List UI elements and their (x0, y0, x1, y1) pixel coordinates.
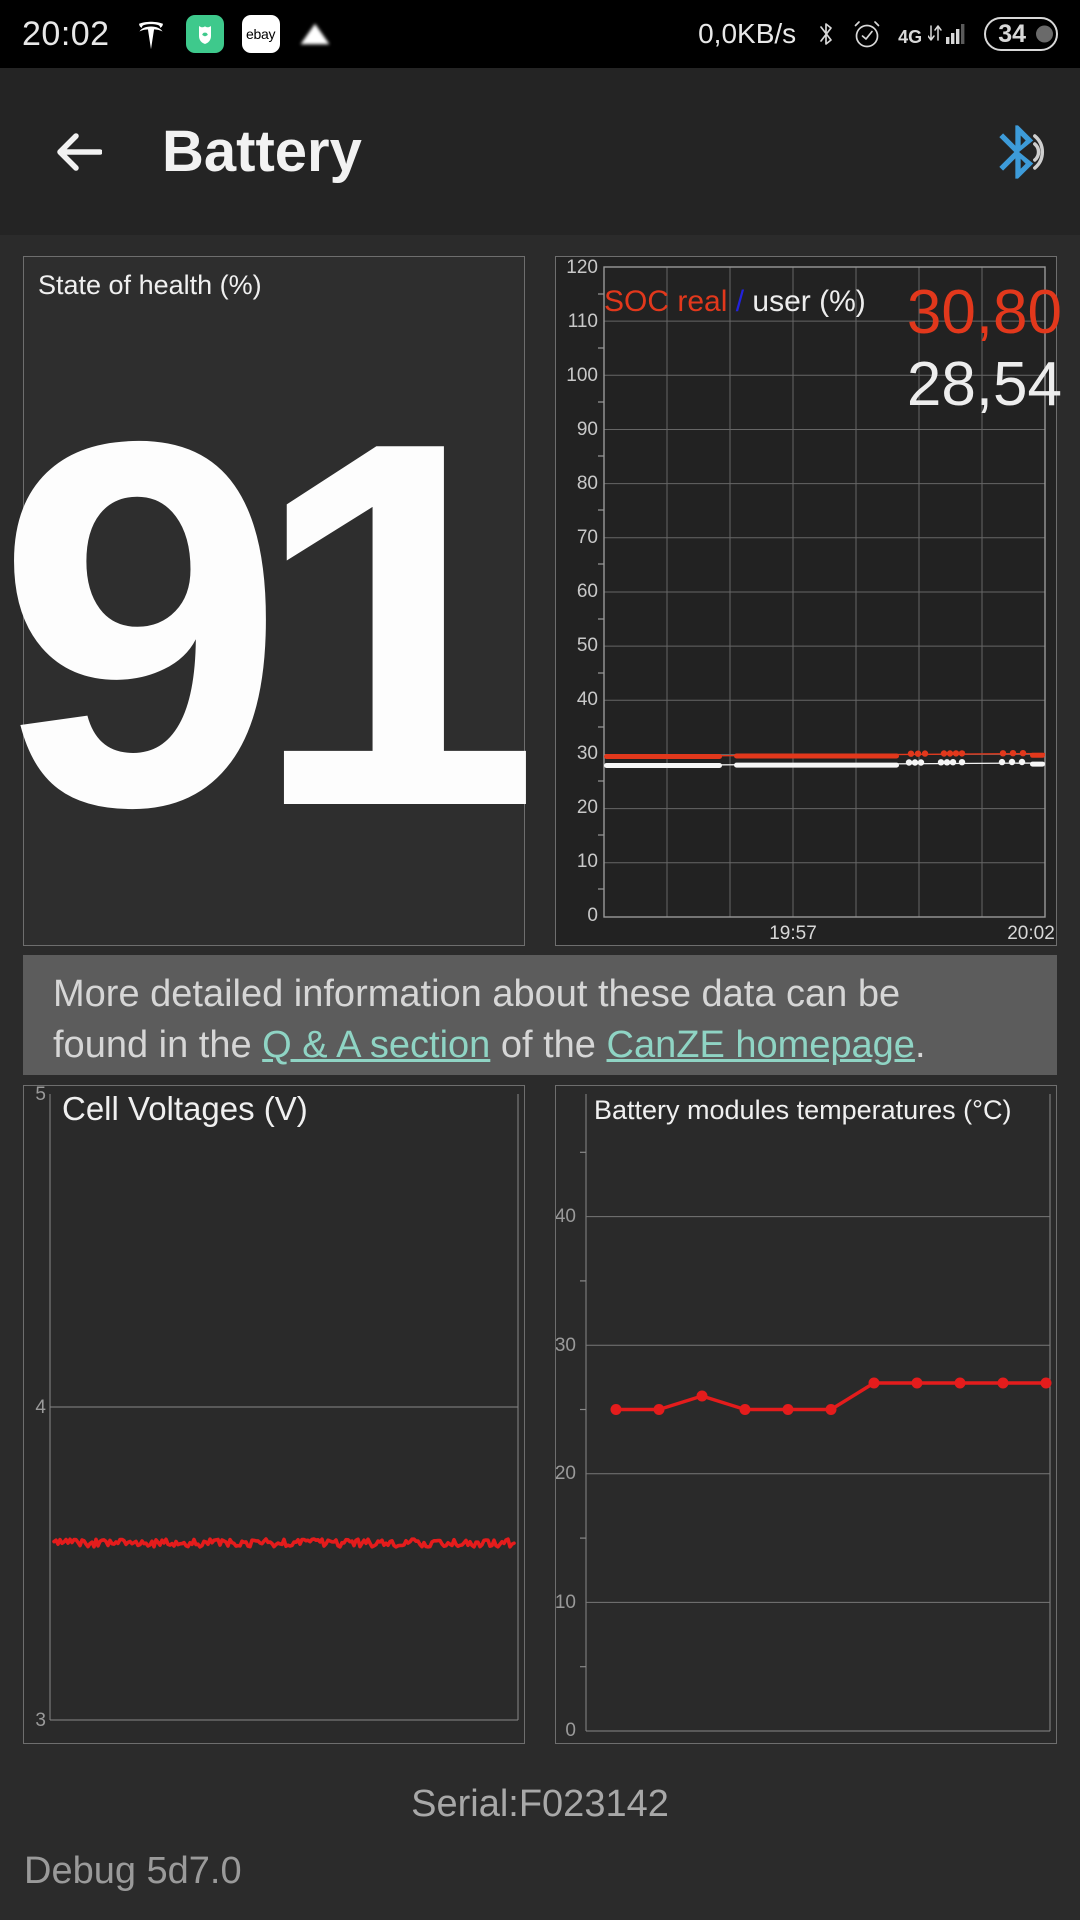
svg-text:100: 100 (566, 365, 598, 386)
svg-text:50: 50 (577, 635, 598, 656)
svg-text:30: 30 (577, 743, 598, 764)
svg-text:0: 0 (565, 1720, 576, 1741)
svg-text:10: 10 (556, 1592, 576, 1613)
svg-text:30: 30 (556, 1335, 576, 1356)
svg-text:20: 20 (556, 1463, 576, 1484)
svg-text:60: 60 (577, 581, 598, 602)
svg-text:120: 120 (566, 257, 598, 278)
svg-text:110: 110 (568, 311, 598, 332)
svg-text:5: 5 (35, 1086, 46, 1105)
svg-text:80: 80 (577, 473, 598, 494)
svg-text:10: 10 (577, 851, 598, 872)
svg-text:70: 70 (577, 527, 598, 548)
svg-text:3: 3 (35, 1710, 46, 1731)
svg-text:90: 90 (577, 419, 598, 440)
svg-text:40: 40 (556, 1206, 576, 1227)
svg-text:19:57: 19:57 (769, 923, 817, 944)
svg-text:20:02: 20:02 (1007, 923, 1055, 944)
svg-text:20: 20 (577, 797, 598, 818)
svg-text:0: 0 (587, 905, 598, 926)
svg-text:Battery modules temperatures (: Battery modules temperatures (°C) (594, 1095, 1011, 1125)
svg-text:4: 4 (35, 1397, 46, 1418)
svg-text:Cell Voltages (V): Cell Voltages (V) (62, 1090, 308, 1127)
svg-text:40: 40 (577, 689, 598, 710)
